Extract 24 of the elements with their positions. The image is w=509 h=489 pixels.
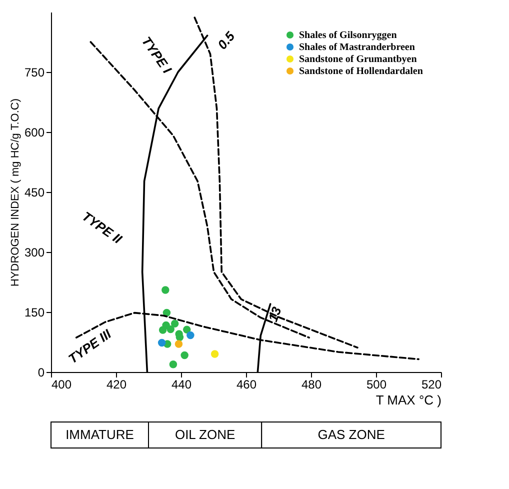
- y-axis-title: HYDROGEN INDEX ( mg HC/g T.O.C): [9, 98, 22, 287]
- x-tick-label: 520: [421, 378, 442, 392]
- x-tick-label: 500: [366, 378, 387, 392]
- legend-label: Sandstone of Hollendardalen: [299, 66, 424, 77]
- annotation: 0.5: [214, 28, 238, 52]
- legend-label: Shales of Gilsonryggen: [299, 30, 398, 41]
- legend-label: Sandstone of Grumantbyen: [299, 54, 418, 65]
- x-tick-label: 420: [106, 378, 127, 392]
- text: OIL ZONE: [174, 427, 236, 442]
- text: IMMATURE: [66, 427, 134, 442]
- legend-label: Shales of Mastranderbreen: [299, 42, 416, 53]
- annotation: 13: [265, 304, 285, 324]
- x-tick-label: 400: [52, 378, 72, 392]
- y-tick-label: 0: [38, 366, 45, 380]
- x-tick-label: 480: [301, 378, 322, 392]
- y-tick-label: 450: [24, 186, 45, 200]
- x-axis-title: T MAX °C ): [376, 392, 442, 408]
- y-tick-label: 600: [24, 126, 45, 140]
- x-tick-label: 460: [236, 378, 257, 392]
- text: GAS ZONE: [318, 427, 386, 442]
- y-tick-label: 300: [24, 246, 45, 260]
- y-tick-label: 150: [24, 306, 45, 320]
- x-tick-label: 440: [171, 378, 192, 392]
- y-tick-label: 750: [24, 66, 45, 80]
